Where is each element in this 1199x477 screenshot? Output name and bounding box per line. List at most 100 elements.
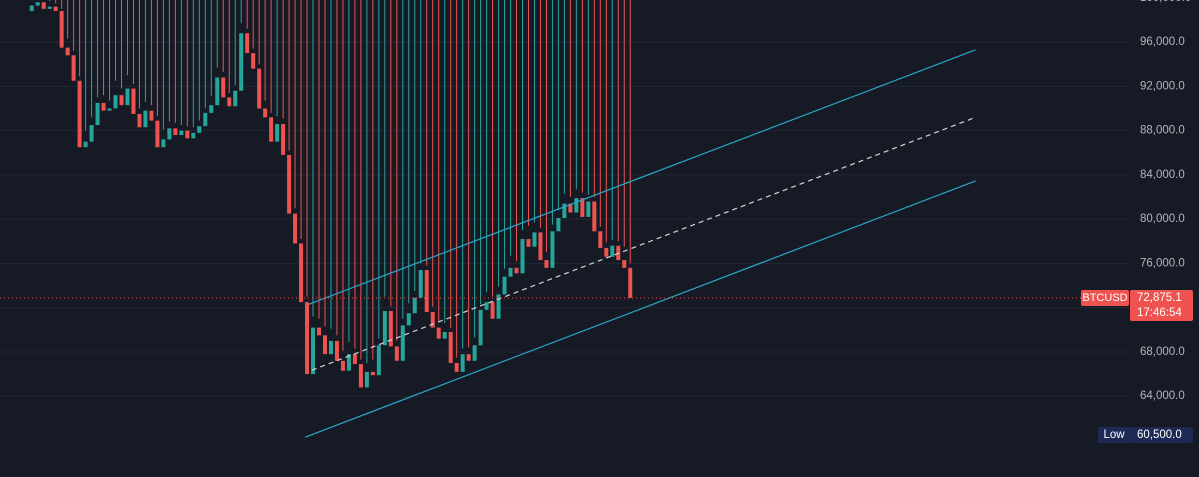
candle-body	[125, 88, 130, 106]
overlay	[0, 49, 1130, 438]
candle-body	[436, 327, 441, 339]
candle-body	[478, 309, 483, 346]
candle-body	[352, 354, 357, 365]
candle-body	[155, 120, 160, 148]
candle-body	[382, 310, 387, 346]
candle-body	[502, 276, 507, 295]
candle-body	[107, 108, 112, 111]
candle-body	[29, 5, 34, 12]
low-tag: Low	[1103, 429, 1125, 441]
candle-body	[568, 203, 573, 213]
candle-body	[466, 354, 471, 361]
candle-body	[580, 198, 585, 217]
candle-body	[59, 11, 64, 48]
low-price-box	[1130, 426, 1193, 443]
candle-body	[239, 33, 244, 91]
countdown-label: 17:46:54	[1137, 307, 1182, 319]
y-tick-label: 64,000.0	[1140, 390, 1185, 402]
candle-body	[119, 95, 124, 106]
candle-body	[400, 325, 405, 361]
candle-body	[47, 6, 52, 9]
candle-body	[221, 77, 226, 98]
candle-body	[508, 267, 513, 277]
symbol-box	[1081, 289, 1129, 306]
candle-body	[442, 332, 447, 339]
candle-body	[293, 213, 298, 244]
price-box	[1130, 289, 1193, 321]
candle-body	[77, 80, 82, 148]
candle-body	[257, 68, 262, 109]
candle-body	[550, 231, 555, 268]
candle-body	[370, 371, 375, 376]
y-tick-label: 96,000.0	[1140, 36, 1185, 48]
candle-body	[251, 53, 256, 69]
candle-body	[412, 297, 417, 314]
candle-body	[191, 132, 196, 139]
y-tick-label: 92,000.0	[1140, 80, 1185, 92]
candle-body	[322, 335, 327, 355]
candle-body	[263, 108, 268, 118]
candle-body	[275, 123, 280, 142]
candle-body	[376, 345, 381, 376]
candle-body	[95, 102, 100, 126]
candle-body	[269, 117, 274, 142]
symbol-label: BTCUSD	[1082, 292, 1127, 304]
candle-body	[245, 33, 250, 54]
candle-body	[388, 310, 393, 347]
candle-body	[364, 371, 369, 388]
candle-body	[574, 198, 579, 213]
candle-body	[167, 128, 172, 140]
candle-body	[227, 97, 232, 107]
candle-body	[215, 77, 220, 106]
candle-body	[490, 302, 495, 319]
y-tick-label: 76,000.0	[1140, 257, 1185, 269]
candle-body	[610, 245, 615, 257]
y-tick-label: 100,000.0	[1140, 0, 1191, 4]
candle-body	[41, 2, 46, 9]
y-tick-label: 80,000.0	[1140, 213, 1185, 225]
candle-body	[346, 354, 351, 371]
candle-body	[131, 88, 136, 114]
candle-body	[520, 239, 525, 274]
candle-body	[604, 247, 609, 257]
candle-body	[233, 90, 238, 107]
candle-body	[197, 126, 202, 133]
channel-middle	[311, 116, 976, 371]
candle-body	[173, 128, 178, 136]
candle-body	[586, 201, 591, 217]
y-tick-label: 88,000.0	[1140, 125, 1185, 137]
candle-body	[406, 313, 411, 326]
candle-body	[83, 141, 88, 148]
candle-body	[340, 360, 345, 371]
candle-body	[562, 203, 567, 219]
candle-body	[71, 55, 76, 81]
price-label: 72,875.1	[1137, 292, 1182, 304]
candle-body	[484, 302, 489, 310]
candle-body	[526, 239, 531, 247]
candle-body	[328, 340, 333, 355]
candle-body	[53, 6, 58, 12]
candle-body	[394, 346, 399, 361]
candle-body	[209, 105, 214, 113]
grid	[0, 41, 1130, 397]
candle-body	[544, 260, 549, 268]
candle-body	[89, 125, 94, 142]
candle-body	[113, 95, 118, 109]
candle-body	[35, 2, 40, 6]
candle-body	[538, 232, 543, 261]
candle-body	[430, 312, 435, 328]
candle-body	[179, 130, 184, 136]
candle-body	[448, 332, 453, 364]
candle-body	[334, 340, 339, 361]
candle-body	[628, 267, 633, 298]
candle-body	[161, 139, 166, 148]
low-price-label: 60,500.0	[1137, 429, 1182, 441]
candle-body	[460, 354, 465, 372]
candle-body	[305, 302, 310, 375]
low-tag-box	[1098, 426, 1131, 443]
candle-body	[496, 294, 501, 319]
candle-body	[137, 113, 142, 128]
candle-body	[311, 327, 316, 375]
